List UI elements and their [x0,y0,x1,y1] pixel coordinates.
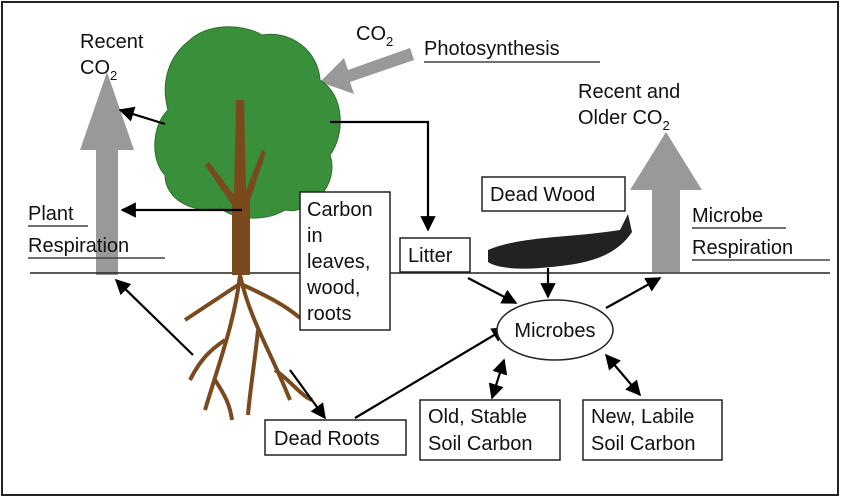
recent-label: Recent [80,31,144,53]
co2-text: CO [80,57,110,79]
recent-older-label: Recent and [578,81,680,103]
carbon-box-text: in [307,225,323,247]
carbon-box-text: Carbon [307,199,373,221]
carbon-box-text: leaves, [307,251,370,273]
co2-text: CO [356,23,386,45]
arrow [114,278,194,356]
co2-label: CO2 [356,23,393,49]
subscript: 2 [386,34,393,49]
microbes-label: Microbes [514,320,595,342]
dead-roots-box [264,419,407,456]
dead-wood-label: Dead Wood [490,184,595,206]
carbon-box [299,191,391,331]
dead-wood-log [488,214,632,269]
new-labile-box [582,399,723,461]
litter-box [399,237,471,273]
gray-arrow-diag [320,48,414,94]
litter-label: Litter [408,245,453,267]
photosynthesis-label: Photosynthesis [424,38,560,60]
co2-label: Older CO2 [578,107,670,133]
tree-canopy [154,26,341,219]
tree-trunk [205,100,266,275]
arrow [354,327,508,419]
dead-roots-label: Dead Roots [274,428,380,450]
plant-respiration-label: Respiration [28,235,129,257]
tree-roots [183,274,313,421]
arrow [605,353,641,397]
microbes-ellipse [496,299,614,361]
carbon-box-text: roots [307,303,351,325]
microbe-respiration-label: Respiration [692,237,793,259]
arrow [330,120,436,232]
gray-arrow-up [630,132,702,272]
plant-respiration-label: Plant [28,203,74,225]
arrow [488,358,508,400]
microbe-respiration-label: Microbe [692,205,763,227]
new-labile-label: New, Labile [591,406,694,428]
subscript: 2 [662,118,669,133]
arrow [289,369,326,420]
new-labile-label: Soil Carbon [591,433,696,455]
old-stable-box [419,399,561,461]
arrow [605,277,662,309]
old-stable-label: Soil Carbon [428,433,533,455]
old-stable-label: Old, Stable [428,406,527,428]
arrow [467,277,518,304]
subscript: 2 [110,68,117,83]
arrow [118,106,166,126]
carbon-box-text: wood, [306,277,360,299]
dead-wood-box [481,176,626,212]
co2-text: Older CO [578,107,662,129]
co2-label: CO2 [80,57,117,83]
gray-arrow-up [80,72,134,275]
